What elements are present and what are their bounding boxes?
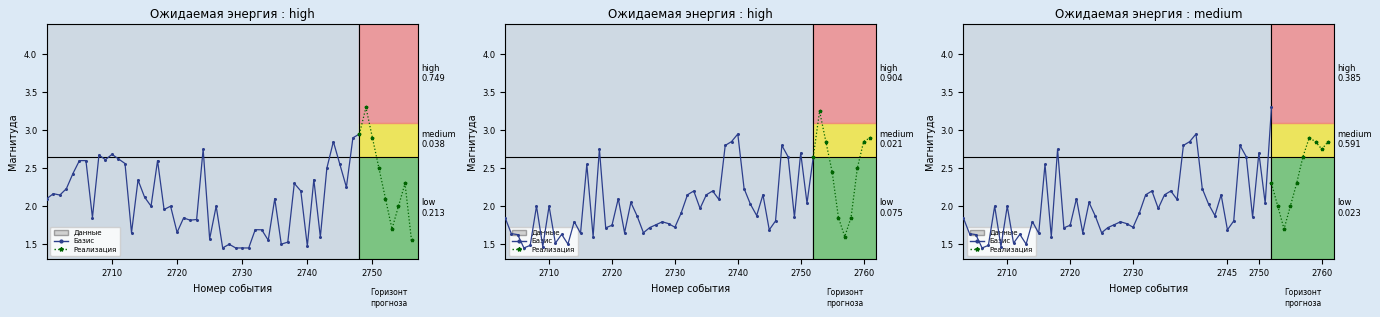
Legend: Данные, Базис, Реализация: Данные, Базис, Реализация xyxy=(508,227,578,256)
Text: Горизонт
прогноза: Горизонт прогноза xyxy=(370,288,407,307)
Y-axis label: Магнитуда: Магнитуда xyxy=(466,113,476,170)
X-axis label: Номер события: Номер события xyxy=(651,284,730,294)
Text: Горизонт
прогноза: Горизонт прогноза xyxy=(827,288,864,307)
Y-axis label: Магнитуда: Магнитуда xyxy=(925,113,934,170)
Legend: Данные, Базис, Реализация: Данные, Базис, Реализация xyxy=(967,227,1036,256)
Bar xyxy=(813,157,876,259)
Title: Ожидаемая энергия : high: Ожидаемая энергия : high xyxy=(150,8,315,21)
Text: low
0.023: low 0.023 xyxy=(1337,198,1361,218)
Text: low
0.213: low 0.213 xyxy=(421,198,444,218)
Bar xyxy=(1271,24,1334,123)
X-axis label: Номер события: Номер события xyxy=(193,284,272,294)
Text: Горизонт
прогноза: Горизонт прогноза xyxy=(1285,288,1322,307)
Bar xyxy=(1271,123,1334,157)
Title: Ожидаемая энергия : high: Ожидаемая энергия : high xyxy=(609,8,773,21)
Bar xyxy=(813,123,876,157)
Text: medium
0.038: medium 0.038 xyxy=(421,130,455,149)
Text: medium
0.591: medium 0.591 xyxy=(1337,130,1372,149)
Bar xyxy=(963,24,1271,259)
Text: high
0.385: high 0.385 xyxy=(1337,64,1362,83)
Legend: Данные, Базис, Реализация: Данные, Базис, Реализация xyxy=(50,227,120,256)
Bar xyxy=(359,24,418,123)
Bar xyxy=(505,24,813,259)
Bar xyxy=(1271,157,1334,259)
Text: low
0.075: low 0.075 xyxy=(879,198,903,218)
Bar xyxy=(813,24,876,123)
Bar xyxy=(359,123,418,157)
Text: high
0.904: high 0.904 xyxy=(879,64,903,83)
Bar xyxy=(47,24,359,259)
Text: high
0.749: high 0.749 xyxy=(421,64,444,83)
Title: Ожидаемая энергия : medium: Ожидаемая энергия : medium xyxy=(1056,8,1242,21)
X-axis label: Номер события: Номер события xyxy=(1110,284,1188,294)
Text: medium
0.021: medium 0.021 xyxy=(879,130,914,149)
Y-axis label: Магнитуда: Магнитуда xyxy=(8,113,18,170)
Bar xyxy=(359,157,418,259)
